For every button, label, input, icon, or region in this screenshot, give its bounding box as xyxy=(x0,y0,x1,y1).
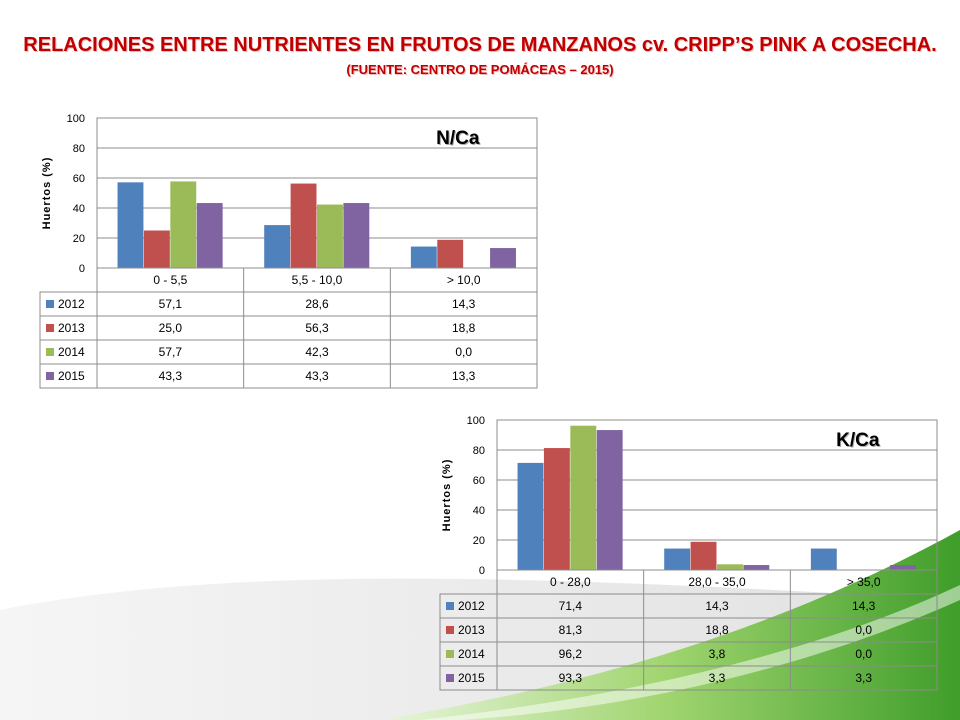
y-tick-label: 0 xyxy=(479,565,485,577)
legend-label: 2014 xyxy=(458,647,485,661)
legend-key-2013 xyxy=(46,324,54,332)
y-tick-label: 100 xyxy=(467,415,485,427)
legend-label: 2015 xyxy=(58,369,85,383)
bar-2013-0 xyxy=(543,448,570,570)
table-cell: 0,0 xyxy=(855,647,872,661)
legend-key-2015 xyxy=(46,372,54,380)
legend-key-2012 xyxy=(46,300,54,308)
legend-label: 2015 xyxy=(458,671,485,685)
table-cell: 3,3 xyxy=(855,671,872,685)
bar-2012-1 xyxy=(264,225,291,268)
legend-key-2012 xyxy=(446,602,454,610)
table-cell: 43,3 xyxy=(305,369,329,383)
legend-label: 2012 xyxy=(458,599,485,613)
y-tick-label: 20 xyxy=(73,233,85,245)
y-tick-label: 60 xyxy=(73,173,85,185)
category-label: > 10,0 xyxy=(447,273,481,287)
table-cell: 3,8 xyxy=(709,647,726,661)
y-tick-label: 40 xyxy=(73,203,85,215)
bar-2015-2 xyxy=(890,565,916,570)
bar-2013-1 xyxy=(690,541,717,570)
legend-label: 2013 xyxy=(458,623,485,637)
legend-label: 2013 xyxy=(58,321,85,335)
legend-key-2015 xyxy=(446,674,454,682)
category-label: 5,5 - 10,0 xyxy=(292,273,343,287)
table-cell: 42,3 xyxy=(305,345,329,359)
bar-2015-1 xyxy=(743,565,770,570)
legend-label: 2014 xyxy=(58,345,85,359)
y-tick-label: 20 xyxy=(473,535,485,547)
slide-subtitle: (FUENTE: CENTRO DE POMÁCEAS – 2015) xyxy=(0,62,960,77)
table-cell: 14,3 xyxy=(705,599,729,613)
bar-2014-1 xyxy=(717,564,743,570)
y-axis-label: Huertos (%) xyxy=(441,459,453,532)
table-cell: 14,3 xyxy=(852,599,876,613)
category-label: 0 - 5,5 xyxy=(153,273,187,287)
bar-2012-0 xyxy=(117,182,144,268)
y-tick-label: 80 xyxy=(473,445,485,457)
legend-key-2013 xyxy=(446,626,454,634)
table-cell: 57,1 xyxy=(159,297,183,311)
bar-2015-0 xyxy=(596,430,623,570)
category-label: > 35,0 xyxy=(847,575,881,589)
slide-title: RELACIONES ENTRE NUTRIENTES EN FRUTOS DE… xyxy=(0,34,960,57)
bar-2012-1 xyxy=(664,548,691,570)
table-cell: 71,4 xyxy=(559,599,583,613)
bar-2015-1 xyxy=(343,203,370,268)
bar-2014-0 xyxy=(170,181,197,268)
bar-2014-0 xyxy=(570,425,597,570)
slide-title-text: RELACIONES ENTRE NUTRIENTES EN FRUTOS DE… xyxy=(23,34,937,56)
bar-2012-2 xyxy=(810,548,837,570)
bar-2014-1 xyxy=(317,204,343,268)
category-label: 0 - 28,0 xyxy=(550,575,591,589)
slide-subtitle-text: (FUENTE: CENTRO DE POMÁCEAS – 2015) xyxy=(346,62,614,77)
chart-title: N/Ca xyxy=(436,128,480,149)
table-cell: 93,3 xyxy=(559,671,583,685)
y-tick-label: 0 xyxy=(79,263,85,275)
table-cell: 3,3 xyxy=(709,671,726,685)
table-cell: 43,3 xyxy=(159,369,183,383)
y-tick-label: 80 xyxy=(73,143,85,155)
table-cell: 0,0 xyxy=(855,623,872,637)
bar-2015-0 xyxy=(196,203,223,268)
bar-2013-0 xyxy=(143,230,170,268)
table-cell: 14,3 xyxy=(452,297,476,311)
chart-n-ca: 0 20 40 60 80 100 Huertos (%) N/Ca 0 - 5,5 5,5 - … xyxy=(39,113,538,389)
table-cell: 0,0 xyxy=(455,345,472,359)
chart-title: K/Ca xyxy=(836,430,880,451)
table-cell: 96,2 xyxy=(559,647,583,661)
legend-key-2014 xyxy=(46,348,54,356)
bar-2013-1 xyxy=(290,183,317,268)
green-swoosh xyxy=(380,530,960,720)
table-cell: 28,6 xyxy=(305,297,329,311)
table-cell: 57,7 xyxy=(159,345,183,359)
table-cell: 81,3 xyxy=(559,623,583,637)
chart-k-ca: 0 20 40 60 80 100 Huertos (%) K/Ca 0 - 28,0 28,0 … xyxy=(439,415,938,691)
legend-label: 2012 xyxy=(58,297,85,311)
table-cell: 18,8 xyxy=(705,623,729,637)
y-axis-label: Huertos (%) xyxy=(41,157,53,230)
y-tick-label: 60 xyxy=(473,475,485,487)
table-cell: 13,3 xyxy=(452,369,476,383)
y-tick-label: 100 xyxy=(67,113,85,125)
table-cell: 18,8 xyxy=(452,321,476,335)
y-tick-label: 40 xyxy=(473,505,485,517)
table-cell: 25,0 xyxy=(159,321,183,335)
category-label: 28,0 - 35,0 xyxy=(688,575,746,589)
bar-2015-2 xyxy=(490,248,516,268)
bar-2013-2 xyxy=(437,239,464,268)
bar-2012-2 xyxy=(410,246,437,268)
table-cell: 56,3 xyxy=(305,321,329,335)
legend-key-2014 xyxy=(446,650,454,658)
bar-2012-0 xyxy=(517,462,544,570)
